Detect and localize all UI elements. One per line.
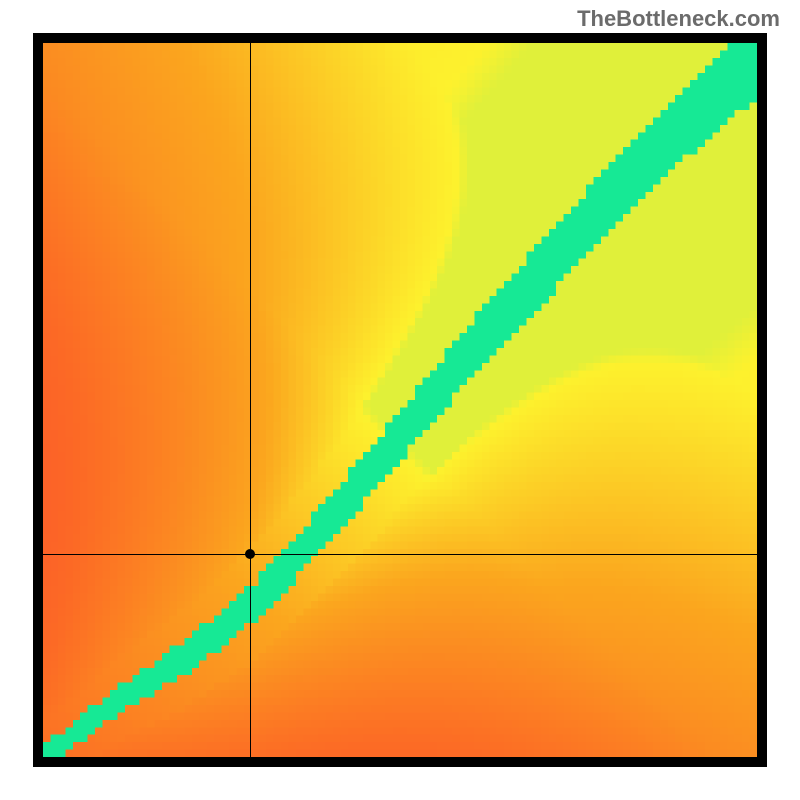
- plot-outer-border: [33, 33, 767, 767]
- attribution-text: TheBottleneck.com: [577, 6, 780, 32]
- crosshair-marker: [245, 549, 255, 559]
- heatmap-canvas: [43, 43, 757, 757]
- crosshair-horizontal: [43, 554, 757, 555]
- plot-area: [43, 43, 757, 757]
- crosshair-vertical: [250, 43, 251, 757]
